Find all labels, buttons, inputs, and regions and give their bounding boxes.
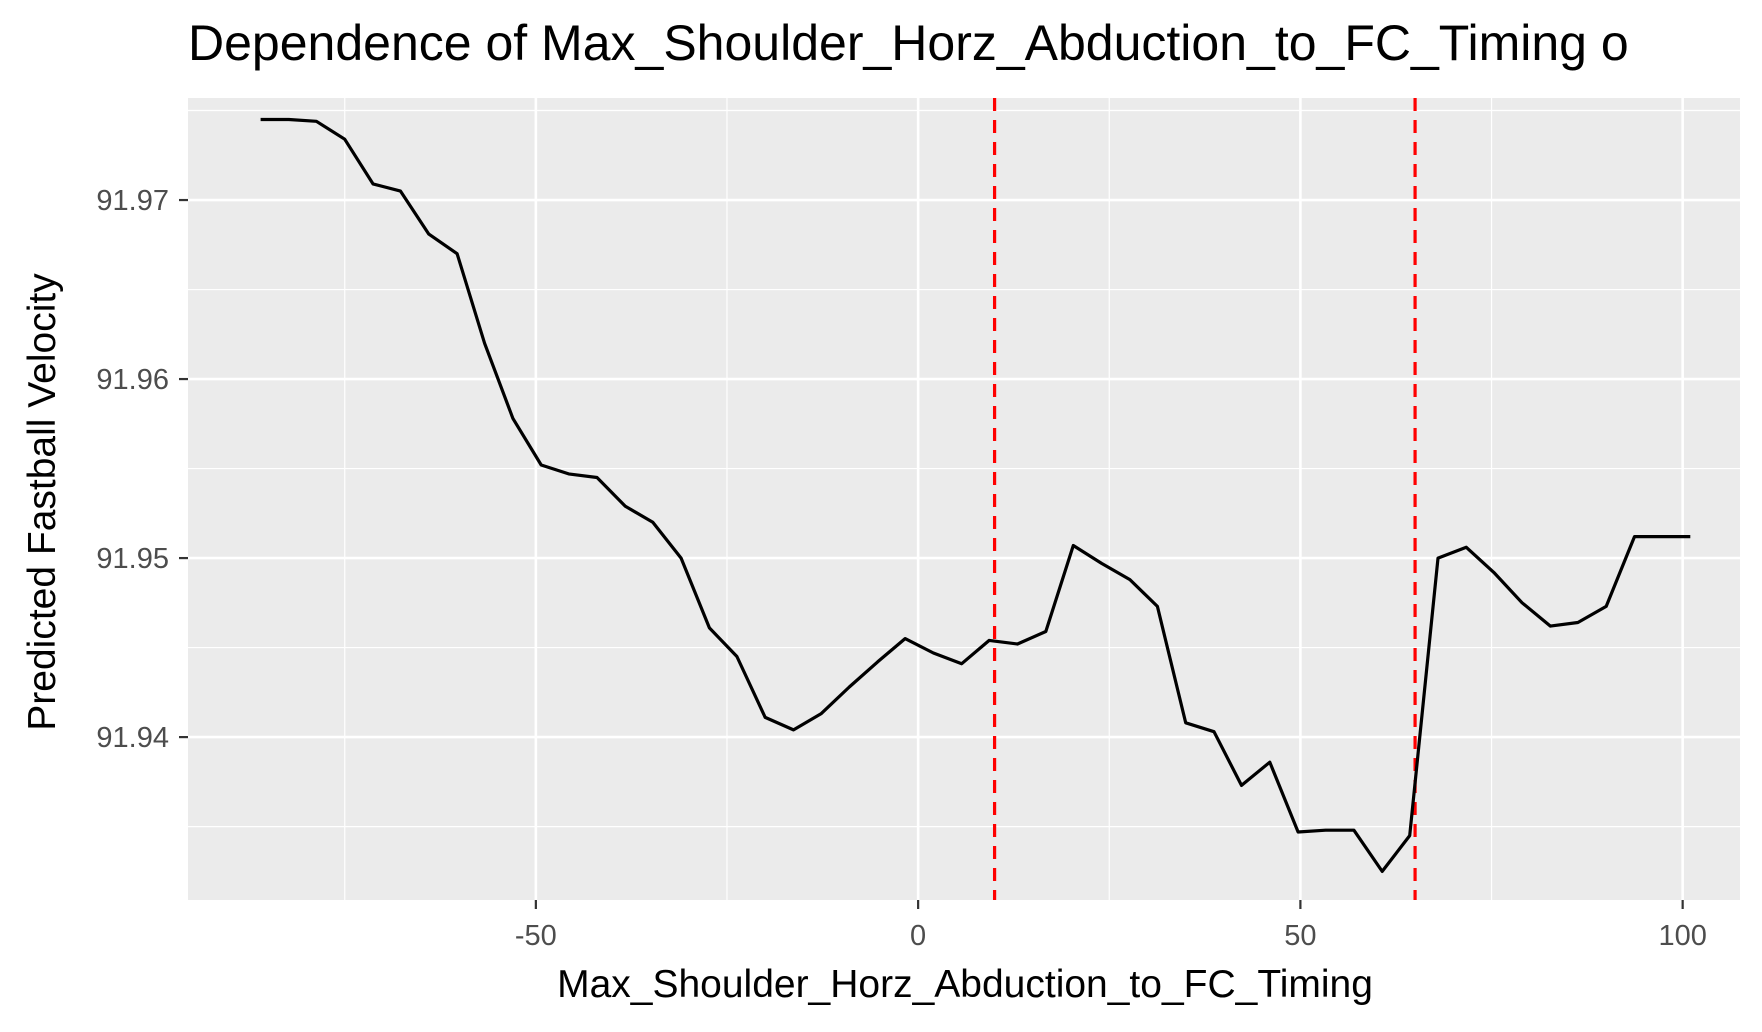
minor-gridlines	[188, 98, 1740, 900]
series-group	[260, 117, 1691, 874]
x-tick-label: 0	[910, 920, 926, 952]
chart-title: Dependence of Max_Shoulder_Horz_Abductio…	[188, 15, 1629, 71]
x-tick-label: 50	[1284, 920, 1316, 952]
x-tick-label: 100	[1658, 920, 1706, 952]
y-tick-label: 91.96	[96, 364, 169, 396]
series-line	[260, 117, 1691, 874]
x-axis-label: Max_Shoulder_Horz_Abduction_to_FC_Timing	[557, 963, 1373, 1006]
axis-ticks	[179, 198, 1684, 909]
y-tick-labels: 91.94 91.95 91.96 91.97	[96, 185, 169, 754]
y-tick-label: 91.95	[96, 543, 169, 575]
x-tick-labels: -50 0 50 100	[515, 920, 1707, 952]
y-tick-label: 91.97	[96, 185, 169, 217]
y-axis-label: Predicted Fastball Velocity	[21, 273, 64, 731]
reference-lines	[992, 98, 1417, 900]
x-tick-label: -50	[515, 920, 557, 952]
major-gridlines	[188, 98, 1740, 900]
plot-panel	[188, 98, 1740, 900]
y-tick-label: 91.94	[96, 722, 169, 754]
